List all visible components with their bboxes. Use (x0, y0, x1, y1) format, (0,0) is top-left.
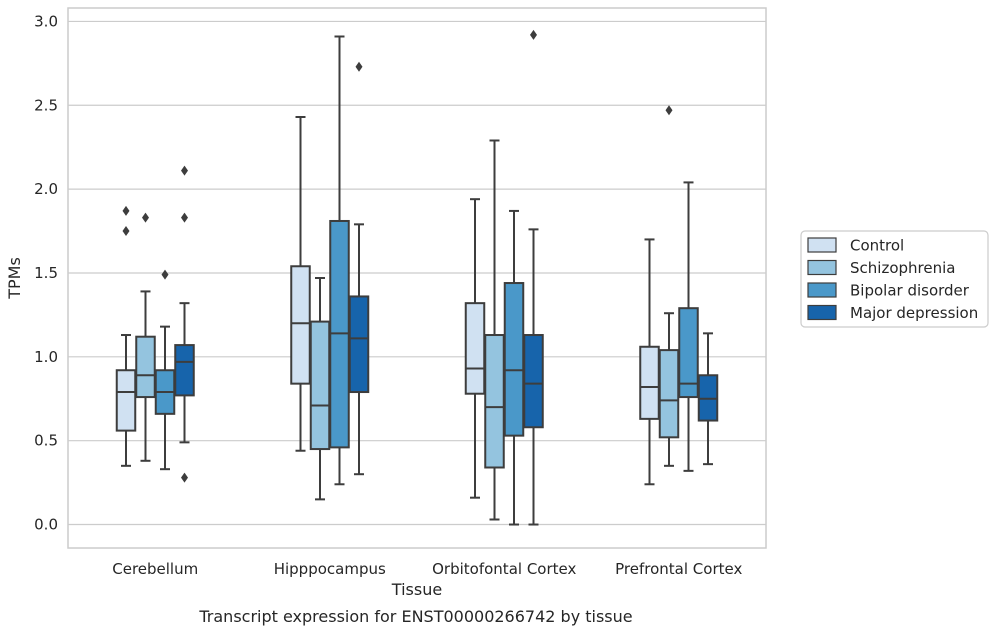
box-3-2 (678, 181, 699, 472)
legend-label: Control (850, 237, 904, 255)
legend-swatch (807, 259, 837, 276)
iqr-box (174, 344, 195, 397)
iqr-box (290, 265, 311, 385)
y-tick-label: 2.0 (34, 180, 58, 198)
box-plot-series (115, 29, 719, 526)
iqr-box (348, 295, 370, 394)
box-2-1 (484, 139, 505, 521)
legend-label: Schizophrenia (850, 259, 955, 277)
outlier-point (181, 212, 188, 223)
iqr-box (523, 334, 544, 429)
y-tick-label: 0.5 (34, 432, 58, 450)
legend-item: Control (807, 237, 904, 255)
legend-label: Major depression (850, 304, 978, 322)
x-axis-label: Tissue (391, 580, 442, 599)
outlier-point (122, 226, 130, 237)
box-1-2 (329, 35, 350, 486)
iqr-box (658, 349, 680, 439)
box-1-3 (348, 61, 370, 476)
x-tick-label: Cerebellum (112, 560, 198, 578)
iqr-box (135, 335, 156, 399)
box-3-1 (658, 105, 680, 467)
box-3-0 (639, 238, 660, 486)
box-0-2 (154, 269, 176, 471)
outlier-point (665, 105, 673, 116)
iqr-box (464, 302, 486, 395)
x-axis-ticks: Cerebellum Hipppocampus Orbitofontal Corte… (112, 560, 742, 578)
iqr-box (639, 345, 660, 420)
box-0-0 (115, 205, 137, 467)
y-tick-label: 2.5 (34, 96, 58, 114)
legend-swatch (807, 237, 837, 253)
outlier-point (142, 212, 149, 223)
y-tick-label: 3.0 (34, 12, 58, 30)
outlier-point (161, 269, 169, 280)
box-2-2 (503, 209, 525, 526)
plot-area-frame (67, 7, 767, 549)
legend-label: Bipolar disorder (850, 282, 970, 300)
y-tick-label: 1.0 (34, 348, 58, 366)
iqr-box (678, 307, 699, 399)
chart-caption: Transcript expression for ENST0000026674… (198, 607, 632, 626)
outlier-point (181, 472, 188, 483)
box-1-1 (309, 277, 331, 501)
legend-swatch (807, 304, 837, 321)
y-tick-label: 0.0 (34, 516, 58, 534)
iqr-box (115, 369, 137, 432)
legend-swatch (807, 282, 837, 298)
outlier-point (181, 165, 188, 176)
box-0-1 (135, 212, 156, 462)
box-3-3 (697, 332, 719, 466)
box-2-0 (464, 198, 486, 499)
y-axis-label: TPMs (5, 257, 24, 300)
x-tick-label: Prefrontal Cortex (615, 560, 742, 578)
legend-item: Schizophrenia (807, 259, 955, 277)
iqr-box (503, 282, 525, 437)
outlier-point (355, 61, 363, 72)
x-tick-label: Hipppocampus (274, 560, 386, 578)
legend-item: Major depression (807, 304, 978, 322)
box-0-3 (174, 165, 195, 483)
grid-lines (68, 20, 766, 526)
x-tick-label: Orbitofontal Cortex (432, 560, 576, 578)
box-2-3 (523, 29, 544, 526)
y-axis-ticks: 0.0 0.5 1.0 1.5 2.0 2.5 3.0 (34, 12, 58, 533)
legend: Control Schizophrenia Bipolar disorder Majo… (800, 230, 989, 328)
legend-frame (800, 230, 989, 328)
iqr-box (484, 334, 505, 469)
y-tick-label: 1.5 (34, 264, 58, 282)
outlier-point (122, 205, 130, 216)
box-1-0 (290, 116, 311, 452)
legend-item: Bipolar disorder (807, 282, 970, 300)
outlier-point (530, 29, 537, 40)
iqr-box (309, 320, 331, 451)
